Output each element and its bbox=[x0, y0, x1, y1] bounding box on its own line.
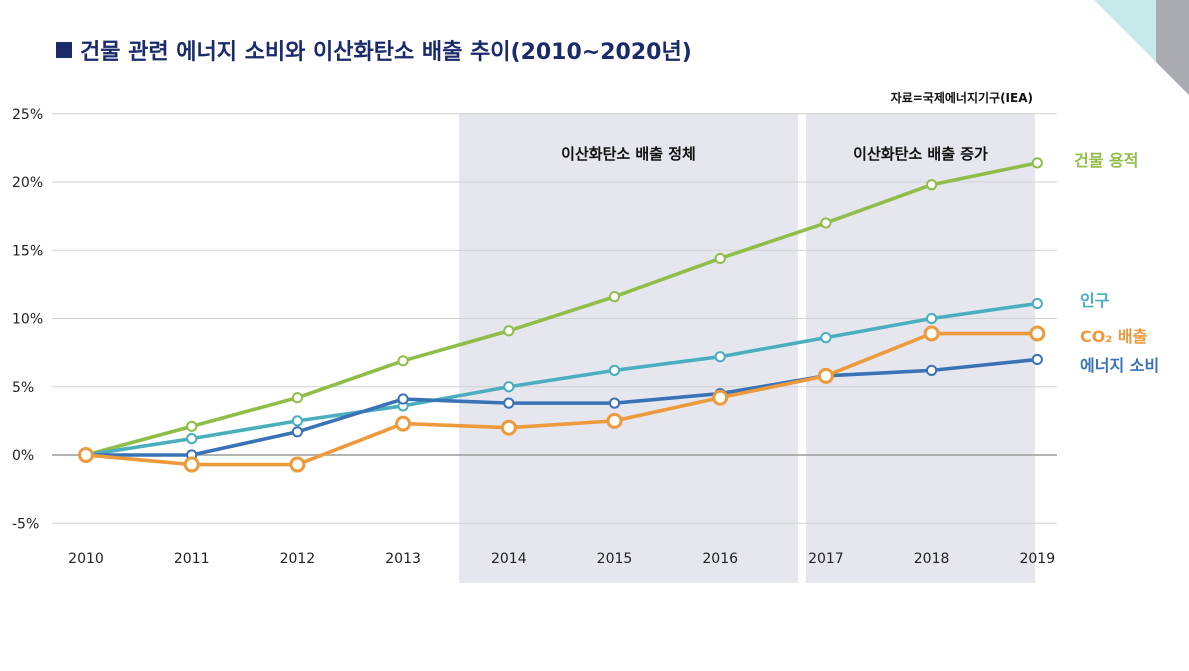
y-tick-label: 25% bbox=[12, 107, 43, 123]
y-tick-label: 5% bbox=[12, 380, 34, 396]
series-1-line bbox=[84, 301, 1040, 457]
x-tick-label: 2014 bbox=[491, 551, 527, 567]
series-1-point bbox=[926, 312, 938, 325]
x-tick-label: 2016 bbox=[702, 551, 738, 567]
series-2-line bbox=[84, 357, 1040, 457]
series-2-point bbox=[608, 397, 621, 409]
band-label-1: 이산화탄소 배출 정체 bbox=[561, 145, 696, 163]
series-2-label: 에너지 소비 bbox=[1080, 356, 1159, 375]
series-0-point bbox=[714, 252, 726, 265]
x-tick-label: 2013 bbox=[385, 551, 421, 567]
y-tick-label: 0% bbox=[12, 448, 34, 464]
series-3-point bbox=[183, 456, 200, 473]
series-1-point bbox=[820, 332, 832, 344]
series-3-point bbox=[78, 447, 94, 463]
series-2-point bbox=[1031, 353, 1043, 366]
series-2-point bbox=[503, 397, 515, 409]
series-1-label: 인구 bbox=[1080, 291, 1110, 310]
shaded-band-1 bbox=[459, 113, 798, 583]
series-0-label: 건물 용적 bbox=[1074, 151, 1138, 170]
page-title-text: 건물 관련 에너지 소비와 이산화탄소 배출 추이(2010~2020년) bbox=[80, 40, 692, 65]
series-3-point bbox=[1029, 325, 1046, 342]
series-0-point bbox=[926, 179, 938, 191]
series-3-label: CO₂ 배출 bbox=[1080, 327, 1148, 346]
series-2-point bbox=[926, 364, 938, 376]
series-3-point bbox=[500, 419, 517, 436]
series-3-point bbox=[289, 456, 306, 473]
series-0-point bbox=[608, 291, 621, 303]
series-3-point bbox=[923, 325, 940, 342]
series-3-point bbox=[606, 412, 623, 429]
y-tick-label: 15% bbox=[12, 243, 43, 259]
series-0-point bbox=[186, 420, 198, 432]
series-1-point bbox=[714, 351, 726, 363]
corner-decoration bbox=[1094, 0, 1189, 95]
series-0-point bbox=[1031, 157, 1043, 169]
series-1-point bbox=[1031, 297, 1043, 310]
x-tick-label: 2015 bbox=[597, 551, 633, 567]
y-tick-label: -5% bbox=[12, 516, 39, 532]
series-0-point bbox=[820, 217, 832, 229]
source-note: 자료=국제에너지기구(IEA) bbox=[890, 91, 1033, 105]
series-0-line bbox=[84, 161, 1040, 457]
series-1-point bbox=[503, 381, 515, 393]
series-3-point bbox=[395, 415, 412, 432]
page-title: 건물 관련 에너지 소비와 이산화탄소 배출 추이(2010~2020년) bbox=[56, 34, 692, 66]
series-2-point bbox=[397, 393, 409, 405]
series-3-line bbox=[84, 331, 1040, 467]
band-label-2: 이산화탄소 배출 증가 bbox=[853, 145, 988, 163]
x-tick-label: 2011 bbox=[174, 551, 210, 567]
x-tick-label: 2017 bbox=[808, 551, 844, 567]
x-tick-label: 2010 bbox=[68, 551, 104, 567]
x-tick-label: 2019 bbox=[1019, 551, 1055, 567]
x-tick-label: 2018 bbox=[914, 551, 950, 567]
series-1-point bbox=[608, 364, 621, 376]
series-1-point bbox=[186, 433, 198, 445]
y-tick-label: 10% bbox=[12, 312, 43, 328]
series-3-point bbox=[712, 389, 729, 406]
title-bullet-square bbox=[56, 42, 72, 58]
series-0-point bbox=[291, 392, 303, 404]
series-3-point bbox=[817, 367, 834, 384]
series-0-point bbox=[397, 355, 409, 367]
series-1-point bbox=[291, 415, 303, 427]
y-tick-label: 20% bbox=[12, 175, 43, 191]
series-2-point bbox=[291, 426, 303, 438]
x-tick-label: 2012 bbox=[280, 551, 316, 567]
series-0-point bbox=[503, 325, 515, 337]
shaded-band-2 bbox=[806, 113, 1035, 583]
